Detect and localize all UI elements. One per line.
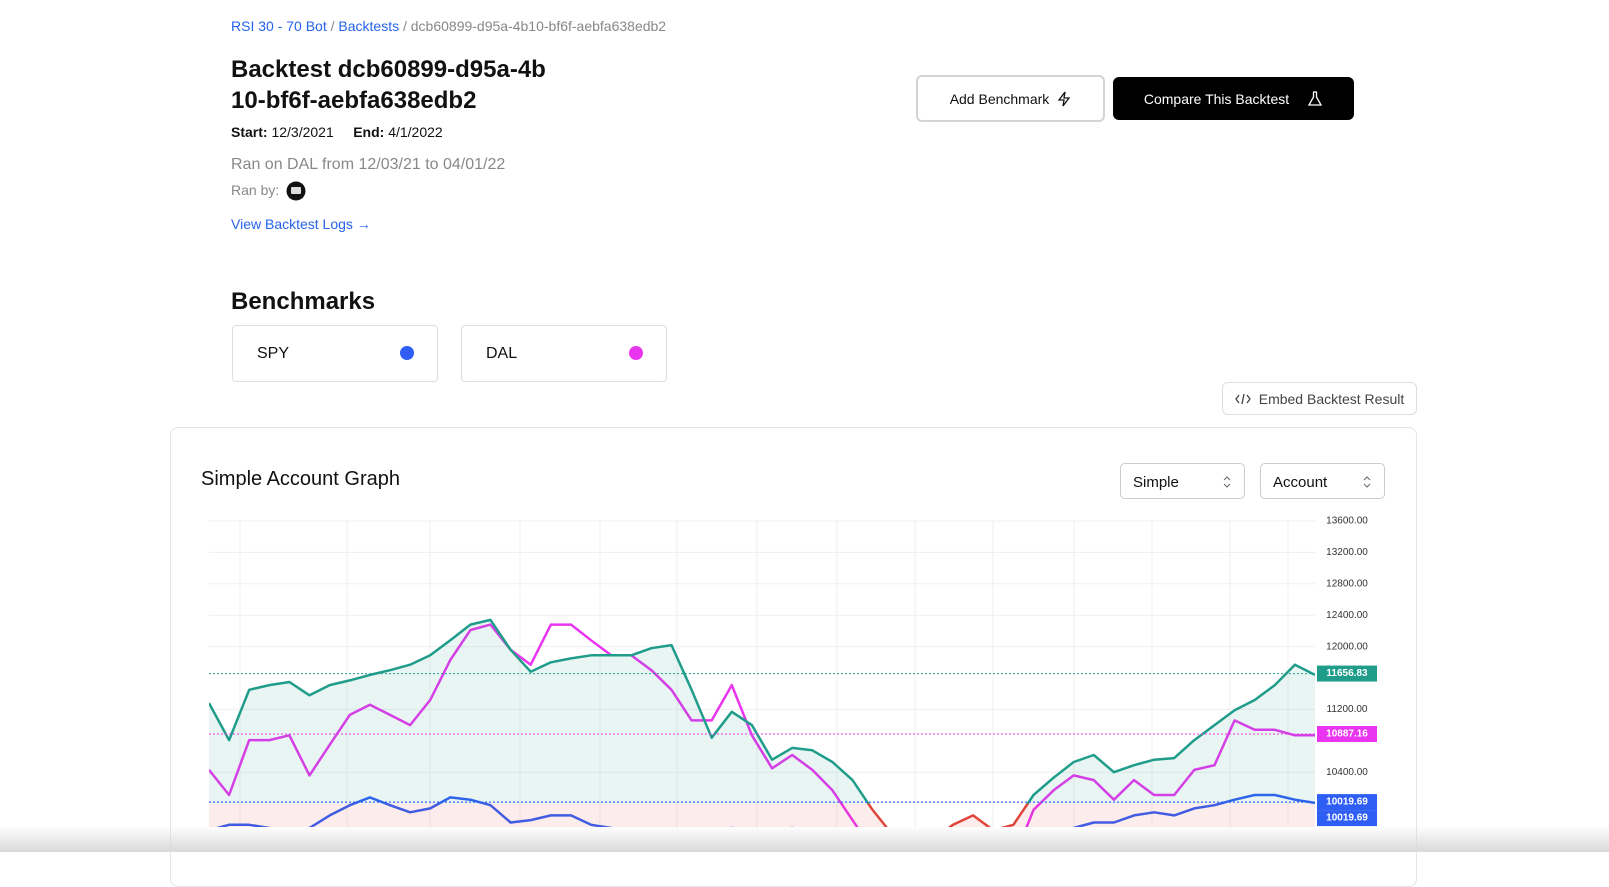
name: SPY [257,345,290,362]
crumb-current: dcb60899-d95a-4b10-bf6f-aebfa638edb2 [410,18,667,34]
y-tick-label: 11200.00 [1327,704,1368,715]
price-tag-label: 10019.69 [1326,797,1368,808]
chart: 13600.00 13200.00 12800.00 12400.00 12000.00… [209,516,1377,827]
embed-button[interactable]: Embed Backtest Result [1222,382,1417,415]
label: Embed Backtest Result [1258,390,1405,407]
bottom-shadow [0,826,1609,852]
crumb-link[interactable]: RSI 30 - 70 Bot [231,18,327,34]
dates: Start: 12/3/2021 End: 4/1/2022 [231,124,443,140]
icon [1363,476,1371,488]
ran-on: Ran on DAL from 12/03/21 to 04/01/22 [231,156,506,173]
icon [1223,476,1231,488]
start: 12/3/2021 [271,124,334,140]
y-tick-label: 12000.00 [1326,641,1368,652]
sep: / [402,18,407,34]
price-tag [1317,794,1377,811]
add-benchmark-button[interactable]: Add Benchmark [916,75,1105,122]
dot [400,346,414,360]
price-tag [1317,665,1377,682]
logs-link[interactable]: View Backtest Logs → [231,216,371,232]
benchmark-card[interactable]: SPY [232,325,438,382]
end: 4/1/2022 [388,124,443,140]
icon [1234,393,1251,404]
plot [209,618,1315,827]
benchmarks-title: Benchmarks [231,288,376,315]
icon [1308,90,1323,106]
dot [629,346,643,360]
chart-title: Simple Account Graph [201,468,400,490]
mode-select[interactable]: Simple [1120,463,1245,499]
series-line [209,618,1315,827]
icon [1057,91,1071,106]
y-tick-label: 10400.00 [1326,767,1368,778]
benchmark-card[interactable]: DAL [461,325,667,382]
breadcrumb: RSI 30 - 70 Bot / Backtests / dcb60899-d… [231,18,666,34]
y-tick-label: 13600.00 [1326,516,1368,527]
price-tag [1317,810,1377,827]
price-tag-label: 10887.16 [1326,729,1368,740]
crumb-link[interactable]: Backtests [338,18,400,34]
avatar[interactable] [286,181,306,201]
label: Ran by: [231,182,280,198]
label: End: [353,124,385,140]
price-tag-label: 11656.83 [1326,668,1368,679]
sep: / [330,18,335,34]
metric-select[interactable]: Account [1260,463,1385,499]
area [209,619,1315,827]
y-tick-label: 12400.00 [1326,610,1368,621]
value: Simple [1133,474,1179,491]
y-tick-label: 12800.00 [1326,578,1368,589]
page: RSI 30 - 70 Bot / Backtests / dcb60899-d… [0,18,1609,887]
page-title: Backtest dcb60899-d95a-4b10-bf6f-aebfa63… [231,56,546,114]
label: Start: [231,124,268,140]
label: Compare This Backtest [1143,90,1290,107]
price-tag [1317,725,1377,742]
compare-button[interactable]: Compare This Backtest [1113,77,1354,120]
price-tag-label: 10019.69 [1326,813,1368,824]
value: Account [1273,474,1328,491]
ran-by: Ran by: [231,182,279,198]
label: Add Benchmark [949,90,1050,107]
y-tick-label: 13200.00 [1326,547,1368,558]
name: DAL [486,345,518,362]
